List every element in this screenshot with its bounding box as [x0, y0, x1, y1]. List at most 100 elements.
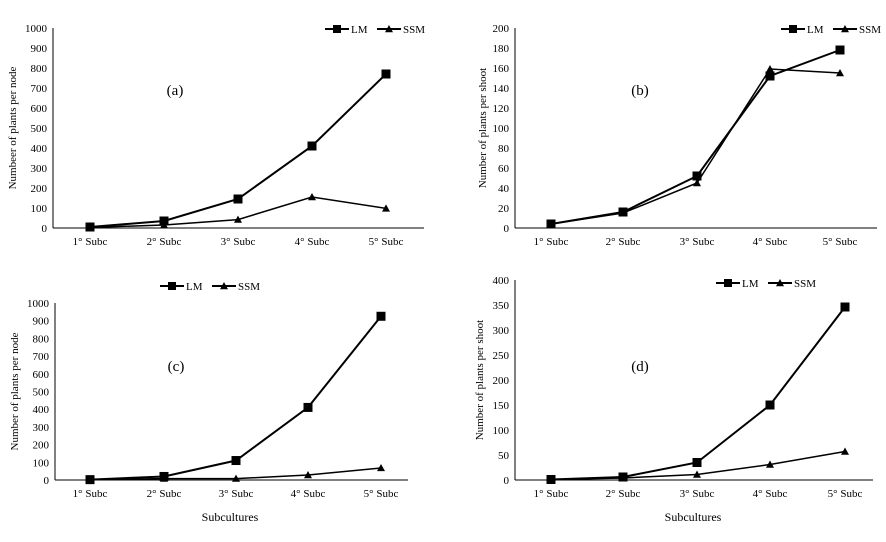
data-point	[381, 69, 391, 79]
legend-item-lm: LM	[716, 278, 759, 290]
y-tick-label: 900	[33, 316, 50, 328]
y-tick-label: 700	[33, 351, 50, 363]
legend-marker	[841, 25, 849, 33]
y-axis-label: Number of plants per node	[9, 332, 21, 450]
data-point	[835, 45, 845, 55]
series-ssm	[86, 463, 385, 483]
data-point	[86, 475, 94, 483]
y-tick-label: 200	[33, 440, 50, 452]
data-point	[766, 65, 774, 73]
data-point	[233, 194, 243, 204]
series-lm	[546, 45, 845, 229]
legend-marker	[776, 279, 784, 287]
data-point	[307, 141, 317, 151]
y-axis-label: Numbeer of plants per node	[7, 66, 19, 189]
x-tick-label: 1° Subc	[534, 488, 569, 500]
y-tick-label: 0	[504, 223, 510, 235]
y-tick-label: 0	[44, 475, 50, 487]
y-tick-label: 350	[493, 300, 510, 312]
y-tick-label: 300	[33, 422, 50, 434]
data-point	[377, 463, 385, 472]
data-point	[765, 400, 775, 410]
legend-label: LM	[807, 24, 824, 36]
y-tick-label: 200	[493, 375, 510, 387]
x-tick-label: 5° Subc	[364, 488, 399, 500]
series-lm	[85, 311, 386, 485]
data-point	[836, 69, 844, 77]
series-line	[89, 73, 387, 228]
data-point	[86, 223, 94, 231]
data-point	[231, 456, 241, 466]
panel-label: (b)	[631, 83, 649, 99]
y-tick-label: 500	[31, 123, 48, 135]
legend-marker	[385, 25, 393, 33]
x-axis-label: Subcultures	[665, 510, 722, 524]
data-point	[619, 474, 627, 482]
y-tick-label: 250	[493, 350, 510, 362]
data-point	[692, 171, 702, 181]
data-point	[547, 220, 555, 228]
data-point	[382, 204, 390, 212]
y-tick-label: 160	[493, 63, 510, 75]
x-tick-label: 4° Subc	[753, 488, 788, 500]
legend-item-ssm: SSM	[212, 281, 260, 293]
legend-marker	[724, 279, 732, 287]
x-tick-label: 3° Subc	[680, 236, 715, 248]
data-point	[234, 215, 242, 223]
chart-panel-4: 0 50 100 150 200 250 300 350 400 1° Subc 2° Subc 3°…	[474, 275, 873, 524]
y-tick-label: 140	[493, 83, 510, 95]
legend-label: SSM	[238, 281, 260, 293]
y-tick-label: 60	[498, 163, 510, 175]
x-tick-label: 4° Subc	[753, 236, 788, 248]
series-line	[550, 68, 841, 225]
y-axis-label: Number of plants per shoot	[477, 68, 489, 188]
data-point	[376, 311, 386, 321]
legend-item-ssm: SSM	[768, 278, 816, 290]
x-tick-label: 3° Subc	[221, 236, 256, 248]
y-tick-label: 200	[31, 183, 48, 195]
y-tick-label: 100	[493, 123, 510, 135]
chart-panel-3: 0 100 200 300 400 500 600 700 800 900 1000 1° Subc 2…	[9, 281, 408, 524]
y-tick-label: 900	[31, 43, 48, 55]
panel-label: (a)	[167, 83, 184, 99]
x-tick-label: 5° Subc	[823, 236, 858, 248]
data-point	[693, 470, 701, 478]
data-point	[766, 460, 774, 468]
y-tick-label: 120	[493, 103, 510, 115]
legend-item-ssm: SSM	[833, 24, 881, 36]
legend-item-lm: LM	[781, 24, 824, 36]
legend-label: SSM	[403, 24, 425, 36]
x-tick-label: 3° Subc	[680, 488, 715, 500]
data-point	[692, 458, 702, 467]
data-point	[303, 402, 313, 412]
y-tick-label: 100	[493, 425, 510, 437]
x-tick-label: 2° Subc	[147, 488, 182, 500]
legend-label: LM	[351, 24, 368, 36]
data-point	[232, 474, 240, 482]
legend-item-lm: LM	[325, 24, 368, 36]
y-tick-label: 1000	[25, 23, 48, 35]
x-tick-label: 1° Subc	[534, 236, 569, 248]
panel-label: (d)	[631, 359, 649, 375]
y-tick-label: 400	[33, 404, 50, 416]
y-tick-label: 20	[498, 203, 510, 215]
legend-label: LM	[186, 281, 203, 293]
x-tick-label: 2° Subc	[606, 236, 641, 248]
data-point	[304, 471, 312, 479]
y-tick-label: 400	[31, 143, 48, 155]
y-tick-label: 400	[493, 275, 510, 287]
data-point	[160, 221, 168, 229]
legend-item-ssm: SSM	[377, 24, 425, 36]
y-tick-label: 0	[42, 223, 48, 235]
series-ssm	[547, 65, 844, 228]
x-tick-label: 1° Subc	[73, 488, 108, 500]
y-tick-label: 600	[33, 369, 50, 381]
legend-item-lm: LM	[160, 281, 203, 293]
x-tick-label: 5° Subc	[828, 488, 863, 500]
y-tick-label: 300	[493, 325, 510, 337]
data-point	[160, 474, 168, 482]
x-tick-label: 5° Subc	[369, 236, 404, 248]
data-point	[840, 302, 850, 312]
y-tick-label: 100	[31, 203, 48, 215]
series-line	[550, 49, 841, 225]
